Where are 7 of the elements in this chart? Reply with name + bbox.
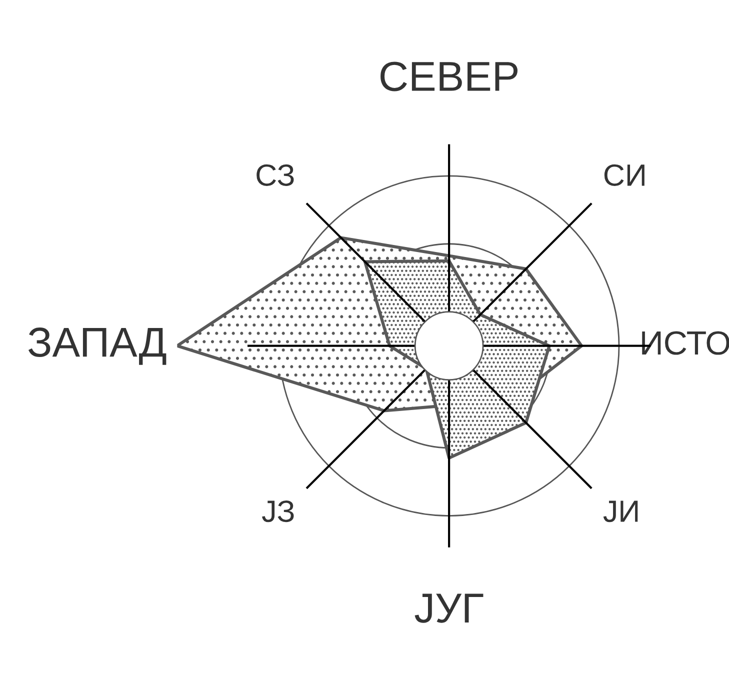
spoke-label: ЈЗ xyxy=(262,500,294,522)
spoke-label: СЗ xyxy=(256,164,294,186)
spoke-label: ЈУГ xyxy=(414,594,484,623)
spoke-label: СИ xyxy=(604,164,644,186)
spoke-label: ЈИ xyxy=(603,500,638,522)
spoke-label: СЕВЕР xyxy=(380,62,518,92)
spoke-label: ЗАПАД xyxy=(28,328,166,365)
